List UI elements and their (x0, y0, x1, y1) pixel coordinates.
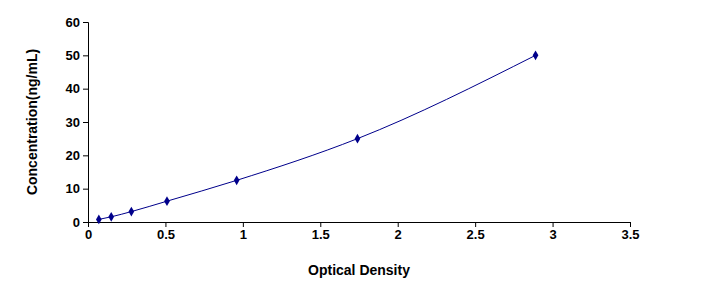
tick-mark (83, 155, 88, 156)
point (533, 50, 539, 60)
tick: 60 (66, 15, 88, 30)
tick: 0.5 (157, 222, 175, 242)
tick: 1.5 (312, 222, 330, 242)
point (164, 196, 170, 206)
tick: 0 (73, 215, 88, 230)
tick-mark (83, 189, 88, 190)
point (129, 207, 135, 217)
tick-mark (83, 22, 88, 23)
point (355, 134, 361, 144)
y-axis: 0 10 20 30 40 50 60 (66, 15, 89, 230)
tick-mark (83, 222, 88, 223)
tick-mark (83, 122, 88, 123)
tick-label: 3 (549, 227, 556, 242)
chart: 0 0.5 1 1.5 2 2.5 3 3.5 0 10 20 30 40 50 60 Optical Den… (0, 0, 705, 297)
x-axis-title: Optical Density (308, 262, 410, 278)
tick-label: 1.5 (312, 227, 330, 242)
tick-label: 40 (66, 81, 80, 96)
tick: 40 (66, 81, 88, 96)
marks (96, 50, 538, 224)
tick: 30 (66, 115, 88, 130)
tick-label: 0.5 (157, 227, 175, 242)
tick-mark (83, 55, 88, 56)
point (96, 214, 102, 224)
tick: 50 (66, 48, 88, 63)
tick-label: 20 (66, 148, 80, 163)
tick: 2 (395, 222, 402, 242)
tick: 1 (240, 222, 247, 242)
tick: 0 (85, 222, 92, 242)
tick-label: 0 (73, 215, 80, 230)
tick-label: 10 (66, 181, 80, 196)
tick-label: 3.5 (621, 227, 639, 242)
point (108, 212, 114, 222)
tick: 2.5 (467, 222, 485, 242)
tick-label: 60 (66, 15, 80, 30)
plot: 0 0.5 1 1.5 2 2.5 3 3.5 0 10 20 30 40 50 60 (66, 15, 640, 243)
y-axis-title: Concentration(ng/mL) (24, 49, 40, 195)
tick-label: 1 (240, 227, 247, 242)
tick-label: 50 (66, 48, 80, 63)
curve (99, 55, 536, 219)
tick: 3.5 (621, 222, 639, 242)
tick: 10 (66, 181, 88, 196)
point (234, 175, 240, 185)
tick-mark (83, 89, 88, 90)
axis-line (83, 23, 89, 223)
tick: 3 (549, 222, 556, 242)
tick-label: 2 (395, 227, 402, 242)
tick-label: 2.5 (467, 227, 485, 242)
x-axis: 0 0.5 1 1.5 2 2.5 3 3.5 (85, 222, 640, 242)
tick-label: 0 (85, 227, 92, 242)
tick: 20 (66, 148, 88, 163)
tick-label: 30 (66, 115, 80, 130)
